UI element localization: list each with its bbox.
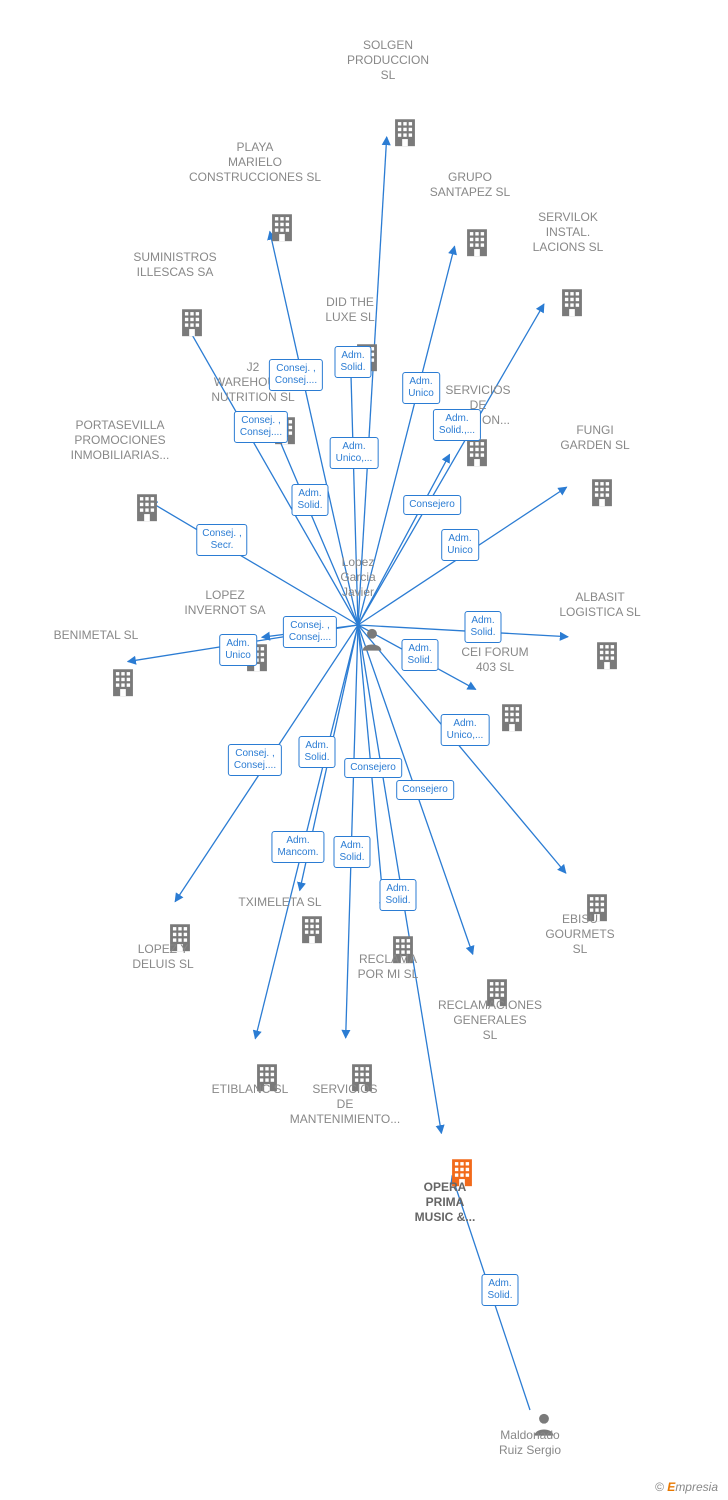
brand-rest: mpresia xyxy=(675,1480,718,1494)
copyright: © Empresia xyxy=(655,1480,718,1494)
edges-layer xyxy=(0,0,728,1500)
copyright-symbol: © xyxy=(655,1480,664,1494)
